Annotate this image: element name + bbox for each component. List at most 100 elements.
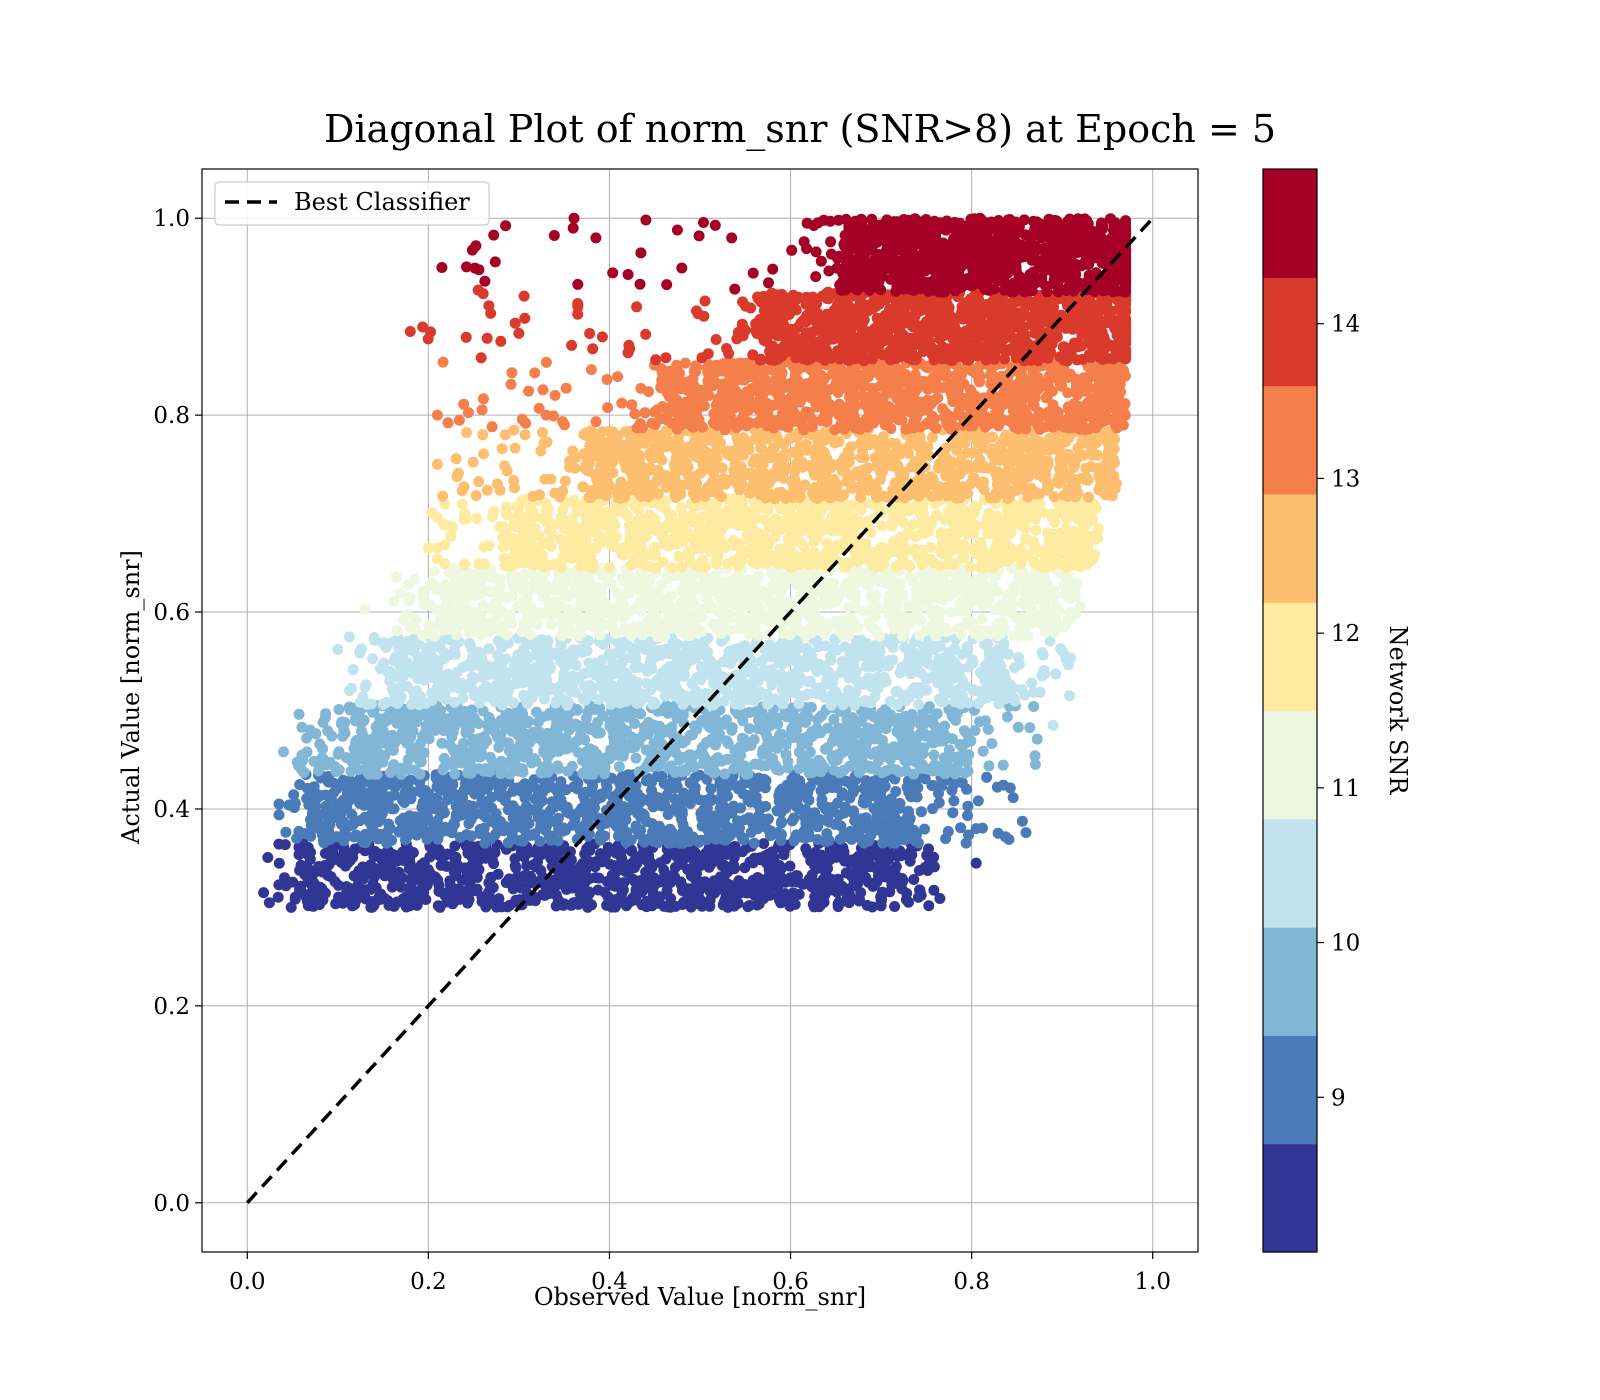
scatter-point [845,612,857,624]
scatter-point [777,695,789,707]
scatter-point [758,838,770,850]
scatter-point [712,810,724,822]
scatter-point [763,824,775,836]
scatter-point [912,891,924,903]
scatter-point [793,788,805,800]
scatter-point [923,900,935,912]
scatter-point [983,760,995,772]
scatter-point [367,653,378,665]
scatter-point [982,638,994,650]
scatter-point [670,668,682,680]
scatter-point [948,795,960,807]
scatter-point [991,585,1003,597]
scatter-point [766,679,778,691]
scatter-point [915,806,927,818]
scatter-point [388,655,400,667]
scatter-point [435,690,447,702]
scatter-point [859,862,871,874]
scatter-point [409,764,421,776]
scatter-point [529,576,541,588]
scatter-point [360,679,372,691]
scatter-point [855,634,867,646]
scatter-point [333,764,345,776]
scatter-point [1009,662,1021,674]
scatter-point [509,660,521,671]
scatter-point [808,604,820,616]
scatter-point [1031,733,1043,745]
scatter-point [928,884,940,896]
scatter-point [759,782,771,794]
scatter-point [939,755,951,767]
scatter-point [720,611,732,623]
scatter-point [506,575,518,587]
scatter-point [736,832,748,844]
scatter-point [529,828,541,840]
scatter-point [641,816,653,828]
scatter-point [688,885,700,897]
scatter-point [841,577,853,589]
scatter-point [942,826,954,837]
scatter-point [606,901,617,913]
scatter-point [1009,695,1021,707]
scatter-point [441,860,453,872]
scatter-point [841,831,853,843]
scatter-point [865,697,877,709]
scatter-point [411,894,423,906]
scatter-point [771,805,783,817]
scatter-point [761,760,773,772]
scatter-point [711,715,723,727]
scatter-point [614,688,625,700]
scatter-point [800,832,812,844]
scatter-point [658,778,670,789]
scatter-point [541,811,553,823]
scatter-point [338,779,350,791]
scatter-point [289,893,301,905]
scatter-point [556,825,568,837]
scatter-point [595,788,607,800]
scatter-point [1007,792,1019,804]
scatter-point [368,826,380,838]
scatter-point [599,886,611,898]
scatter-point [749,620,761,632]
scatter-point [641,901,653,913]
scatter-point [297,754,309,766]
scatter-point [322,725,334,737]
scatter-point [294,779,306,791]
scatter-point [614,807,626,819]
scatter-point [426,687,438,699]
scatter-point [833,896,845,908]
scatter-point [685,595,697,607]
scatter-point [957,603,969,615]
scatter-point [577,767,589,779]
scatter-point [938,696,950,708]
scatter-point [745,577,757,589]
scatter-point [498,718,510,730]
scatter-point [346,891,358,903]
scatter-point [888,818,900,830]
scatter-point [604,720,616,732]
scatter-point [860,743,872,755]
scatter-point [623,586,635,598]
scatter-point [678,571,690,583]
scatter-point [495,764,507,776]
scatter-point [652,617,664,629]
scatter-point [798,571,810,583]
scatter-point [537,767,549,779]
scatter-point [476,671,488,683]
scatter-point [427,711,438,723]
scatter-point [641,665,653,677]
scatter-point [737,788,749,800]
scatter-point [381,846,392,858]
scatter-point [497,790,509,802]
scatter-point [433,879,445,891]
scatter-point [606,845,618,856]
scatter-point [972,795,984,807]
scatter-point [563,603,575,615]
scatter-point [762,695,774,707]
scatter-point [619,830,631,842]
scatter-point [810,846,821,858]
scatter-point [293,708,305,720]
scatter-point [843,684,854,696]
scatter-point [809,687,820,699]
scatter-point [521,599,533,611]
